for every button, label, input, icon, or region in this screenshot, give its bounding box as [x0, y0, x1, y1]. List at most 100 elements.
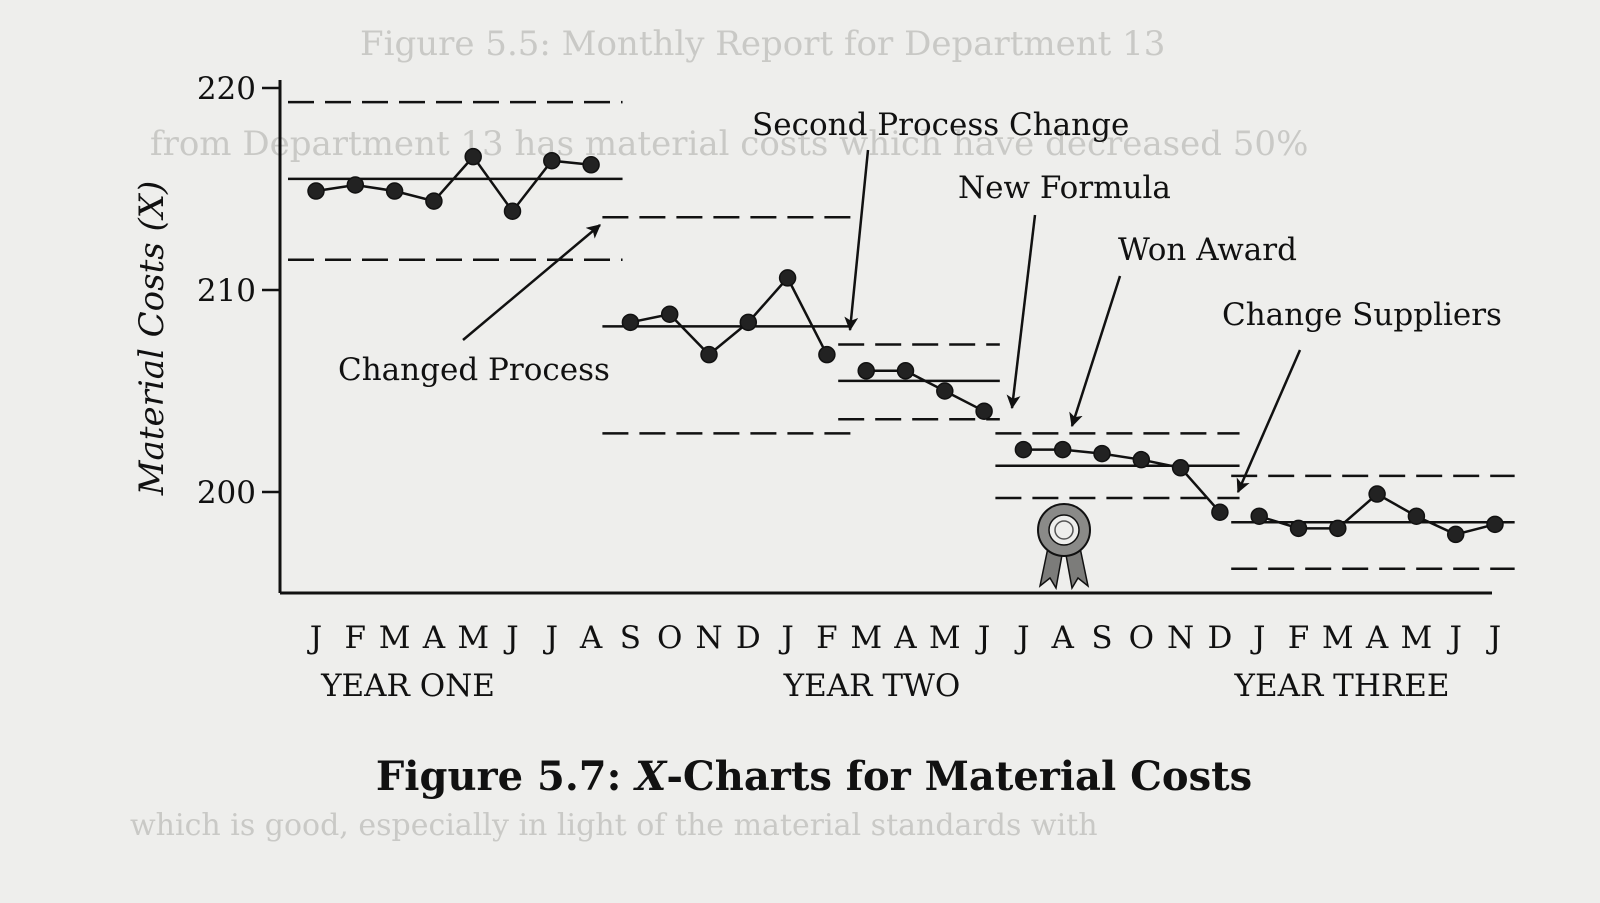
- month-label: J: [778, 620, 793, 656]
- data-point: [543, 151, 561, 170]
- data-point: [385, 182, 404, 200]
- data-point: [1250, 507, 1268, 525]
- y-axis-title: Material Costs (X): [132, 181, 172, 497]
- data-point: [1132, 450, 1151, 469]
- year-label: YEAR TWO: [783, 668, 961, 704]
- data-point: [660, 305, 679, 323]
- data-point: [778, 269, 797, 287]
- data-point: [621, 313, 640, 332]
- month-label: A: [1365, 620, 1389, 656]
- data-point: [1486, 515, 1504, 534]
- month-label: J: [1014, 620, 1029, 656]
- month-label: F: [816, 620, 838, 656]
- month-label: J: [543, 620, 558, 656]
- annotation-new-formula: New Formula: [958, 170, 1171, 206]
- month-label: M: [850, 620, 882, 656]
- data-point: [1093, 444, 1111, 463]
- data-point: [1407, 507, 1426, 525]
- month-label: A: [1051, 620, 1075, 656]
- x-axis-year-labels: YEAR ONE YEAR TWO YEAR THREE: [320, 668, 1449, 704]
- month-label: D: [736, 620, 761, 656]
- bleed-line: from Department 13 has material costs wh…: [150, 124, 1308, 164]
- bleed-line: Figure 5.5: Monthly Report for Departmen…: [360, 24, 1165, 64]
- month-label: J: [1446, 620, 1461, 656]
- svg-text:Material Costs (X): Material Costs (X): [132, 181, 172, 497]
- month-label: O: [657, 620, 682, 656]
- annotation-won-award: Won Award: [1118, 232, 1297, 268]
- month-label: M: [929, 620, 961, 656]
- annotation-changed-process: Changed Process: [338, 352, 610, 388]
- data-point: [1211, 503, 1229, 521]
- annotations: Changed Process Second Process Change Ne…: [338, 107, 1502, 494]
- data-point: [1368, 485, 1386, 503]
- arrow-new-formula: [1006, 214, 1037, 410]
- data-point: [857, 362, 875, 380]
- month-label: S: [1091, 620, 1112, 656]
- arrow-change-suppliers: [1236, 349, 1302, 494]
- y-tick-label: 200: [197, 475, 256, 511]
- arrow-won-award: [1069, 275, 1122, 428]
- month-label: F: [1288, 620, 1310, 656]
- arrow-changed-process: [462, 224, 601, 341]
- month-label: M: [1401, 620, 1433, 656]
- bleed-through-text: Figure 5.5: Monthly Report for Departmen…: [130, 24, 1308, 843]
- annotation-change-suppliers: Change Suppliers: [1222, 297, 1502, 333]
- series-line: [1023, 448, 1221, 514]
- series-line: [630, 275, 829, 357]
- month-label: D: [1207, 620, 1232, 656]
- data-point: [346, 176, 365, 194]
- control-limits: [288, 100, 1515, 571]
- data-point: [700, 345, 718, 364]
- y-tick-label: 210: [197, 273, 256, 309]
- caption-rest: -Charts for Material Costs: [666, 753, 1252, 800]
- month-label: M: [379, 620, 411, 656]
- ribbon-award-icon: [1037, 503, 1091, 591]
- series-line: [866, 369, 985, 413]
- annotation-second-process-change: Second Process Change: [752, 107, 1129, 143]
- data-point: [1446, 525, 1465, 544]
- data-point: [936, 382, 954, 400]
- month-label: N: [695, 620, 722, 656]
- data-point: [464, 147, 482, 166]
- y-axis-ticks: 200 210 220: [197, 71, 280, 511]
- month-label: N: [1167, 620, 1194, 656]
- data-point: [975, 402, 993, 420]
- y-tick-label: 220: [197, 71, 256, 107]
- month-label: J: [503, 620, 518, 656]
- data-point: [1053, 440, 1072, 459]
- month-label: A: [579, 620, 603, 656]
- data-point: [739, 313, 758, 332]
- month-label: M: [1322, 620, 1354, 656]
- data-point: [1329, 519, 1347, 538]
- month-label: S: [620, 620, 641, 656]
- data-point: [896, 362, 915, 380]
- data-point: [582, 156, 600, 174]
- data-point: [425, 192, 443, 210]
- data-point: [1171, 459, 1190, 477]
- y-axis-label: Material Costs: [132, 242, 172, 496]
- month-label: J: [1250, 620, 1265, 656]
- month-label: O: [1129, 620, 1154, 656]
- figure-caption: Figure 5.7: X-Charts for Material Costs: [376, 753, 1252, 800]
- month-label: J: [307, 620, 322, 656]
- y-axis-symbol: X: [132, 192, 172, 221]
- year-label: YEAR THREE: [1234, 668, 1450, 704]
- data-point: [307, 182, 325, 200]
- bleed-line: which is good, especially in light of th…: [130, 808, 1098, 843]
- month-label: F: [345, 620, 367, 656]
- month-label: J: [975, 620, 990, 656]
- data-point: [1014, 440, 1033, 459]
- month-label: A: [422, 620, 446, 656]
- data-point: [1289, 519, 1308, 538]
- data-point: [818, 345, 836, 364]
- arrow-second-process-change: [844, 149, 870, 332]
- axes: [278, 80, 1492, 595]
- data-point: [503, 202, 522, 220]
- caption-prefix: Figure 5.7:: [376, 753, 621, 800]
- year-label: YEAR ONE: [320, 668, 495, 704]
- caption-var: X: [632, 753, 668, 800]
- data-series: [307, 147, 1504, 544]
- month-label: M: [457, 620, 489, 656]
